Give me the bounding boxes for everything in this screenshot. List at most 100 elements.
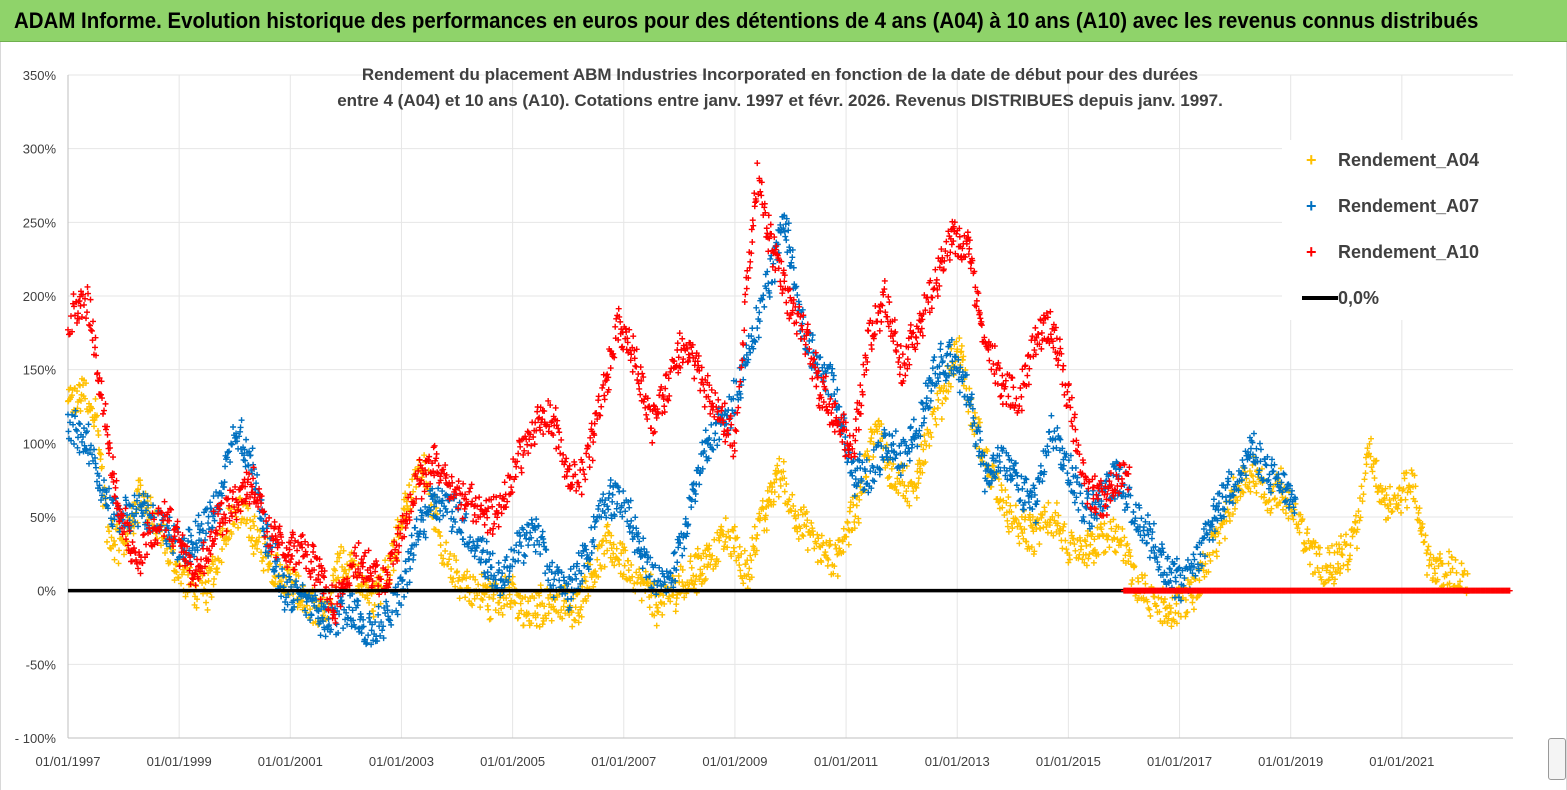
data-point bbox=[195, 522, 202, 529]
data-point bbox=[781, 278, 788, 285]
data-point bbox=[533, 516, 540, 523]
data-point bbox=[297, 602, 304, 609]
data-point bbox=[1461, 567, 1468, 574]
data-point bbox=[1424, 571, 1431, 578]
data-point bbox=[1285, 515, 1292, 522]
data-point bbox=[85, 450, 92, 457]
data-point bbox=[731, 523, 738, 530]
data-point bbox=[199, 580, 206, 587]
data-point bbox=[710, 446, 717, 453]
data-point bbox=[691, 581, 698, 588]
data-point bbox=[517, 443, 524, 450]
data-point bbox=[886, 473, 893, 480]
data-point bbox=[545, 594, 552, 601]
data-point bbox=[580, 466, 587, 473]
data-point bbox=[368, 627, 375, 634]
data-point bbox=[1297, 511, 1304, 518]
x-tick-label: 01/01/2003 bbox=[369, 754, 434, 769]
data-point bbox=[643, 574, 650, 581]
data-point bbox=[792, 515, 799, 522]
data-point bbox=[243, 436, 250, 443]
data-point bbox=[92, 395, 99, 402]
data-point bbox=[747, 349, 754, 356]
data-point bbox=[894, 475, 901, 482]
data-point bbox=[340, 625, 347, 632]
data-point bbox=[1442, 571, 1449, 578]
data-point bbox=[445, 561, 452, 568]
data-point bbox=[307, 617, 314, 624]
data-point bbox=[594, 556, 601, 563]
data-point bbox=[981, 488, 988, 495]
data-point bbox=[111, 556, 118, 563]
data-point bbox=[498, 605, 505, 612]
data-point bbox=[198, 520, 205, 527]
data-point bbox=[451, 553, 458, 560]
data-point bbox=[364, 595, 371, 602]
data-point bbox=[666, 575, 673, 582]
data-point bbox=[674, 340, 681, 347]
data-point bbox=[1261, 491, 1268, 498]
data-point bbox=[1246, 468, 1253, 475]
data-point bbox=[190, 541, 197, 548]
data-point bbox=[520, 526, 527, 533]
data-point bbox=[1131, 563, 1138, 570]
data-point bbox=[406, 555, 413, 562]
data-point bbox=[506, 591, 513, 598]
data-point bbox=[434, 494, 441, 501]
data-point bbox=[185, 571, 192, 578]
data-point bbox=[628, 517, 635, 524]
data-point bbox=[948, 345, 955, 352]
data-point bbox=[1075, 555, 1082, 562]
data-point bbox=[800, 504, 807, 511]
data-point bbox=[1064, 470, 1071, 477]
data-point bbox=[656, 564, 663, 571]
data-point bbox=[355, 597, 362, 604]
data-point bbox=[225, 449, 232, 456]
data-point bbox=[1453, 569, 1460, 576]
data-point bbox=[247, 452, 254, 459]
data-point bbox=[496, 599, 503, 606]
data-point bbox=[517, 533, 524, 540]
data-point bbox=[1049, 513, 1056, 520]
data-point bbox=[278, 578, 285, 585]
data-point bbox=[287, 570, 294, 577]
data-point bbox=[264, 521, 271, 528]
data-point bbox=[743, 285, 750, 292]
data-point bbox=[219, 525, 226, 532]
data-point bbox=[1349, 533, 1356, 540]
data-point bbox=[1184, 577, 1191, 584]
data-point bbox=[607, 539, 614, 546]
data-point bbox=[488, 564, 495, 571]
data-point bbox=[862, 451, 869, 458]
data-point bbox=[286, 592, 293, 599]
data-point bbox=[754, 325, 761, 332]
data-point bbox=[617, 509, 624, 516]
y-tick-label: 200% bbox=[23, 289, 57, 304]
data-point bbox=[1114, 536, 1121, 543]
data-point bbox=[1449, 554, 1456, 561]
data-point bbox=[96, 482, 103, 489]
data-point bbox=[458, 529, 465, 536]
data-point bbox=[532, 526, 539, 533]
data-point bbox=[1366, 450, 1372, 457]
data-point bbox=[786, 496, 793, 503]
data-point bbox=[96, 446, 103, 453]
data-point bbox=[688, 577, 695, 584]
data-point bbox=[135, 486, 142, 493]
data-point bbox=[252, 542, 259, 549]
data-point bbox=[701, 563, 708, 570]
data-point bbox=[888, 465, 895, 472]
data-point bbox=[472, 495, 479, 502]
data-point bbox=[663, 568, 670, 575]
data-point bbox=[1029, 513, 1036, 520]
data-point bbox=[940, 388, 947, 395]
data-point bbox=[251, 522, 258, 529]
data-point bbox=[475, 581, 482, 588]
data-point bbox=[611, 513, 618, 520]
data-point bbox=[94, 412, 101, 419]
data-point bbox=[71, 441, 78, 448]
data-point bbox=[456, 595, 463, 602]
data-point bbox=[449, 508, 456, 515]
data-point bbox=[211, 575, 218, 582]
data-point bbox=[611, 562, 618, 569]
